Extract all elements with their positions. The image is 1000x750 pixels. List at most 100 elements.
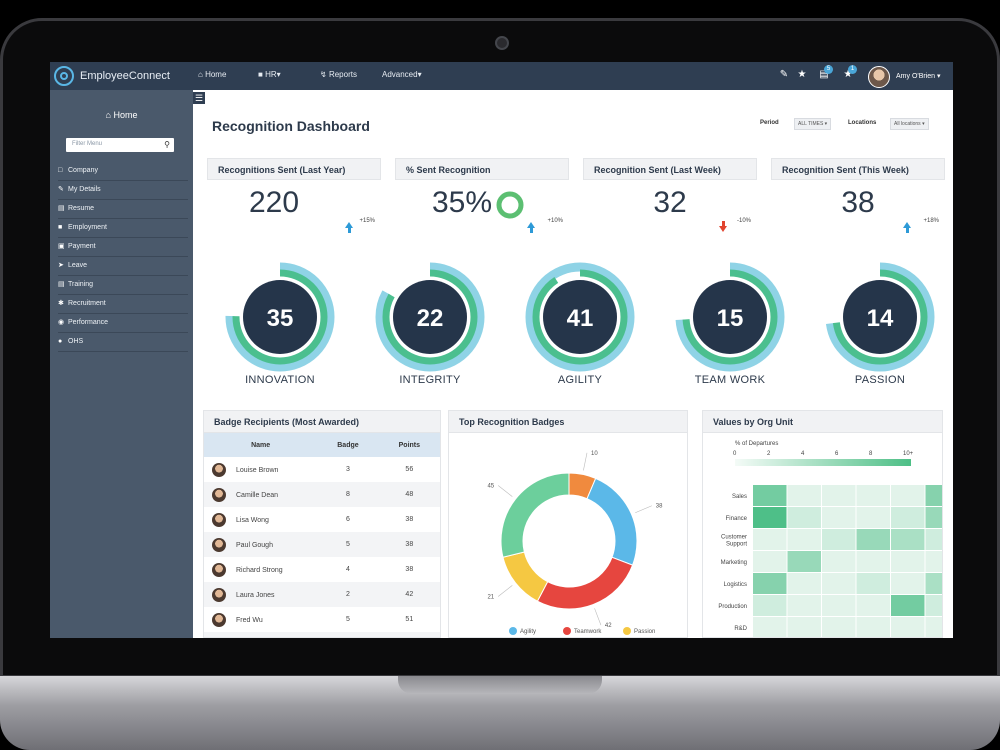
table-row[interactable]: Laura Jones 2 42 [204, 582, 440, 607]
heatmap-cell[interactable] [787, 595, 822, 616]
heatmap-cell[interactable] [753, 573, 787, 594]
table-row[interactable]: Fred Wu 5 51 [204, 607, 440, 632]
heatmap-cell[interactable] [891, 529, 925, 550]
panel-title: Values by Org Unit [703, 411, 942, 433]
slice-leader-line [583, 452, 588, 471]
legend-label[interactable]: Teamwork [574, 629, 602, 635]
heatmap-cell[interactable] [822, 573, 856, 594]
avatar [212, 562, 226, 577]
sidebar-item-performance[interactable]: ◉ Performance [58, 314, 188, 333]
nav-reports[interactable]: ↯ Reports [320, 70, 357, 79]
heatmap-cell[interactable] [925, 529, 944, 550]
heatmap-cell[interactable] [891, 617, 925, 638]
recipient-cell: Richard Strong [204, 557, 317, 582]
heatmap-cell[interactable] [856, 507, 891, 528]
value-circle-passion[interactable]: 14 [825, 262, 935, 372]
heatmap-cell[interactable] [787, 507, 822, 528]
heatmap-cell[interactable] [753, 551, 787, 572]
heatmap-cell[interactable] [891, 507, 925, 528]
sidebar-item-leave[interactable]: ➤ Leave [58, 257, 188, 276]
heatmap-cell[interactable] [787, 617, 822, 638]
heatmap-cell[interactable] [753, 507, 787, 528]
donut-slice[interactable] [536, 556, 634, 610]
column-header-points[interactable]: Points [378, 433, 440, 457]
pencil-icon[interactable]: ✎ [779, 69, 789, 80]
sidebar-item-employment[interactable]: ■ Employment [58, 219, 188, 238]
heatmap-cell[interactable] [925, 617, 944, 638]
heatmap-cell[interactable] [822, 551, 856, 572]
sidebar-item-resume[interactable]: ▤ Resume [58, 200, 188, 219]
nav-home[interactable]: ⌂ Home [198, 70, 226, 79]
table-row[interactable]: Lisa Wong 6 38 [204, 507, 440, 532]
table-row[interactable]: Camille Dean 8 48 [204, 482, 440, 507]
logo-icon[interactable] [54, 66, 74, 86]
heatmap-cell[interactable] [822, 617, 856, 638]
heatmap-cell[interactable] [822, 529, 856, 550]
heatmap-cell[interactable] [753, 595, 787, 616]
heatmap-cell[interactable] [891, 485, 925, 506]
user-avatar[interactable] [868, 66, 890, 88]
heatmap-cell[interactable] [787, 573, 822, 594]
clipboard-icon[interactable]: ▤ [819, 69, 829, 80]
heatmap-cell[interactable] [787, 485, 822, 506]
sidebar-item-ohs[interactable]: ● OHS [58, 333, 188, 352]
heatmap-cell[interactable] [822, 485, 856, 506]
avatar [212, 487, 226, 502]
heatmap-cell[interactable] [822, 595, 856, 616]
filter-menu-input[interactable]: Filter Menu ⚲ [66, 138, 174, 152]
heatmap-cell[interactable] [787, 529, 822, 550]
heatmap-scale-title: % of Departures [735, 441, 779, 447]
heatmap-cell[interactable] [822, 507, 856, 528]
heatmap-cell[interactable] [856, 485, 891, 506]
search-icon[interactable]: ⚲ [164, 140, 170, 149]
heatmap-cell[interactable] [856, 529, 891, 550]
sidebar-item-company[interactable]: □ Company [58, 162, 188, 181]
value-circle-team-work[interactable]: 15 [675, 262, 785, 372]
heatmap-cell[interactable] [891, 551, 925, 572]
value-circle-agility[interactable]: 41 [525, 262, 635, 372]
sidebar-home[interactable]: ⌂ Home [50, 110, 193, 120]
heatmap-cell[interactable] [753, 485, 787, 506]
sidebar-item-recruitment[interactable]: ✱ Recruitment [58, 295, 188, 314]
brand-name[interactable]: EmployeeConnect [80, 70, 170, 82]
table-row[interactable]: Louise Brown 3 56 [204, 457, 440, 482]
heatmap-cell[interactable] [753, 617, 787, 638]
sidebar-item-my-details[interactable]: ✎ My Details [58, 181, 188, 200]
heatmap-cell[interactable] [856, 595, 891, 616]
table-row[interactable]: Richard Strong 4 38 [204, 557, 440, 582]
heatmap-cell[interactable] [925, 573, 944, 594]
heatmap-cell[interactable] [787, 551, 822, 572]
nav-advanced[interactable]: Advanced▾ [382, 70, 422, 79]
locations-select[interactable]: All locations ▾ [890, 118, 929, 130]
donut-slice[interactable] [586, 477, 638, 566]
value-circle-integrity[interactable]: 22 [375, 262, 485, 372]
heatmap-cell[interactable] [891, 573, 925, 594]
sidebar-item-payment[interactable]: ▣ Payment [58, 238, 188, 257]
heatmap-cell[interactable] [891, 595, 925, 616]
panel-title: Top Recognition Badges [449, 411, 687, 433]
heatmap-cell[interactable] [856, 617, 891, 638]
legend-label[interactable]: Agility [520, 629, 536, 635]
donut-slice[interactable] [500, 472, 570, 558]
heatmap-cell[interactable] [925, 595, 944, 616]
heatmap-cell[interactable] [753, 529, 787, 550]
table-row[interactable]: James Alexes632 [204, 632, 440, 637]
award-icon[interactable]: ★ [843, 69, 853, 80]
heatmap-cell[interactable] [856, 573, 891, 594]
heatmap-cell[interactable] [925, 551, 944, 572]
table-row[interactable]: Paul Gough 5 38 [204, 532, 440, 557]
period-select[interactable]: ALL TIMES ▾ [794, 118, 832, 130]
user-menu[interactable]: Amy O'Brien ▾ [896, 73, 941, 80]
nav-hr[interactable]: ■ HR▾ [258, 70, 281, 79]
heatmap-cell[interactable] [925, 507, 944, 528]
heatmap-cell[interactable] [856, 551, 891, 572]
menu-toggle-icon[interactable]: ☰ [193, 92, 205, 104]
column-header-name[interactable]: Name [204, 433, 318, 457]
sidebar-item-training[interactable]: ▤ Training [58, 276, 188, 295]
legend-label[interactable]: Passion [634, 629, 655, 635]
value-circle-innovation[interactable]: 35 [225, 262, 335, 372]
heatmap-cell[interactable] [925, 485, 944, 506]
star-icon[interactable]: ★ [797, 69, 807, 80]
donut-slice[interactable] [502, 551, 549, 602]
column-header-badge[interactable]: Badge [317, 433, 379, 457]
